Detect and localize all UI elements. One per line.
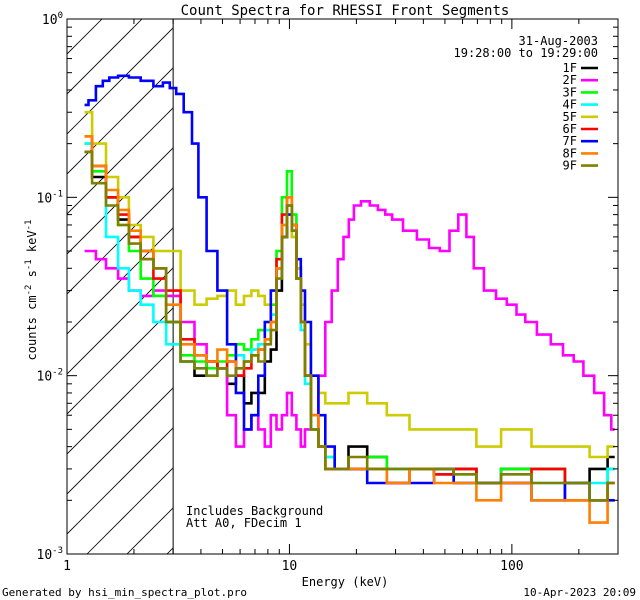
hatched-region: [67, 19, 174, 554]
x-axis-label: Energy (keV): [302, 575, 389, 589]
plot-frame: [66, 18, 619, 555]
legend-label: 3F: [563, 85, 577, 99]
y-tick-label: 10-1: [37, 189, 64, 206]
y-label-mid1: s: [25, 270, 39, 284]
legend-label: 8F: [563, 146, 577, 160]
annotation-attenuator: Att A0, FDecim 1: [186, 516, 302, 530]
legend-label: 4F: [563, 98, 577, 112]
legend-label: 6F: [563, 122, 577, 136]
footer-timestamp: 10-Apr-2023 20:09: [523, 586, 636, 599]
x-tick-label: 1: [63, 559, 71, 574]
y-tick-label: 10-3: [37, 546, 64, 563]
legend-label: 9F: [563, 159, 577, 173]
legend-label: 7F: [563, 134, 577, 148]
legend-label: 5F: [563, 110, 577, 124]
series-layer: [84, 74, 615, 524]
footer-generated-by: Generated by hsi_min_spectra_plot.pro: [2, 586, 247, 599]
x-tick-labels: 1 10 100: [63, 559, 524, 574]
y-axis-label: counts cm-2 s-1 keV-1: [24, 220, 39, 361]
x-tick-label: 10: [282, 559, 298, 574]
y-tick-label: 100: [42, 11, 63, 28]
y-label-sup1: -2: [24, 285, 34, 296]
y-label-mid2: keV: [25, 230, 39, 259]
axis-ticks: [66, 18, 619, 555]
chart-title: Count Spectra for RHESSI Front Segments: [181, 3, 510, 19]
legend-label: 1F: [563, 61, 577, 75]
y-label-sup3: -1: [24, 220, 34, 231]
hatch-lines: [67, 19, 174, 554]
series-line-5F: [84, 110, 615, 459]
y-tick-label: 10-2: [37, 368, 64, 385]
series-line-2F: [84, 200, 615, 448]
date-label: 31-Aug-2003: [519, 34, 598, 48]
series-line-9F: [84, 150, 615, 502]
time-range-label: 19:28:00 to 19:29:00: [454, 46, 599, 60]
y-label-sup2: -1: [24, 259, 34, 270]
y-tick-labels: 100 10-1 10-2 10-3: [37, 11, 64, 563]
x-tick-label: 100: [500, 559, 523, 574]
annotation-background: Includes Background: [186, 504, 323, 518]
legend-label: 2F: [563, 73, 577, 87]
y-label-main: counts cm: [25, 295, 39, 360]
